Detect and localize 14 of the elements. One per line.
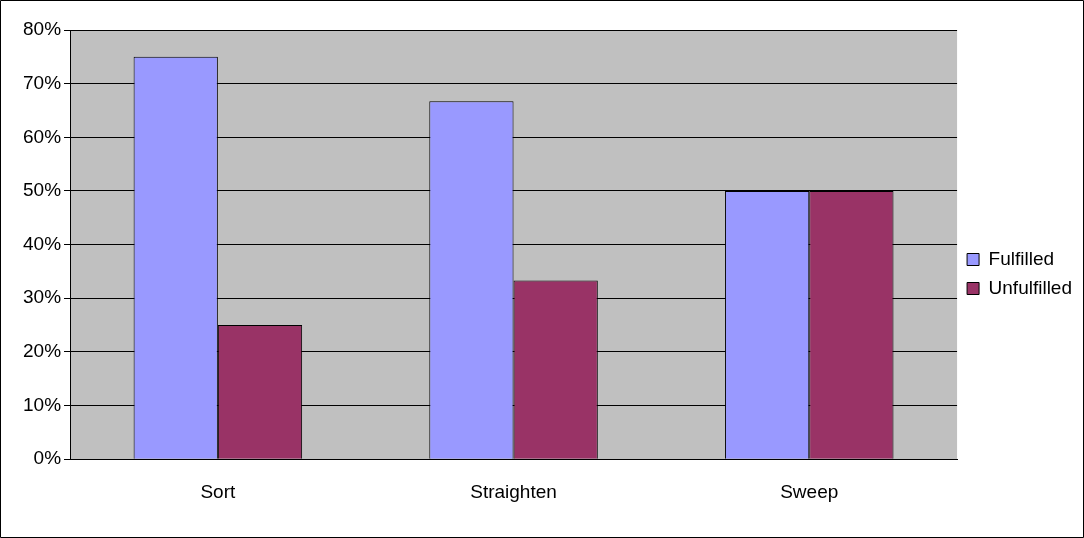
y-tick-label: 30% xyxy=(23,286,62,308)
x-tick-label: Straighten xyxy=(470,480,557,502)
y-tick-label: 20% xyxy=(23,340,62,362)
legend-label: Fulfilled xyxy=(988,247,1055,269)
y-tick-label: 80% xyxy=(23,18,62,40)
y-tick-label: 40% xyxy=(23,232,62,254)
y-tick-label: 50% xyxy=(23,179,62,201)
y-tick-label: 70% xyxy=(23,71,62,93)
x-tick-label: Sweep xyxy=(780,480,839,502)
x-tick-label: Sort xyxy=(200,480,237,502)
legend-label: Unfulfilled xyxy=(988,276,1073,298)
y-tick-label: 10% xyxy=(23,393,62,415)
y-tick-label: 60% xyxy=(23,125,62,147)
y-tick-label: 0% xyxy=(33,447,62,469)
